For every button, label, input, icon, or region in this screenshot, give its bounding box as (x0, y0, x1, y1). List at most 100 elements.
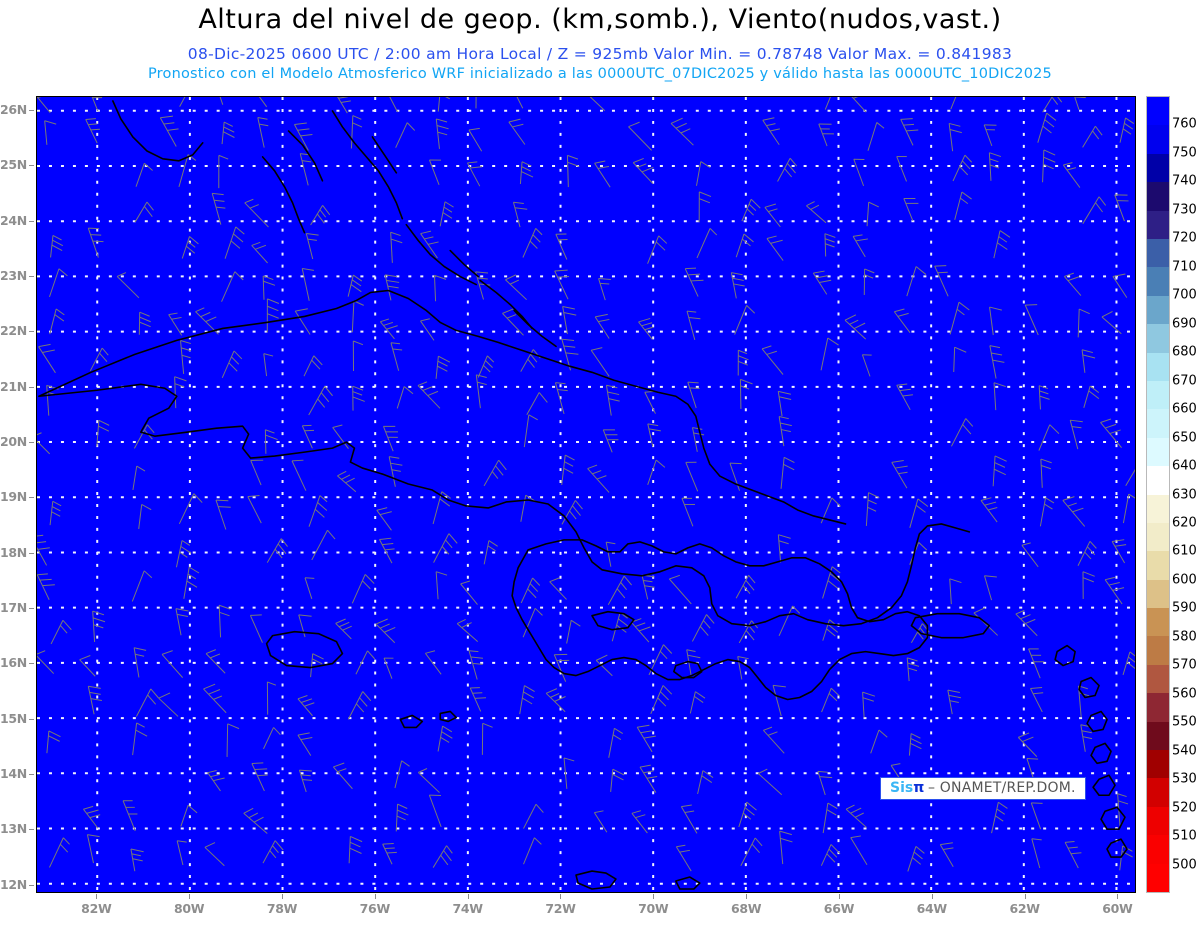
lon-tick-mark (374, 894, 376, 899)
lat-tick-label-26N: 26N (0, 101, 27, 117)
lat-tick-label-22N: 22N (0, 323, 27, 339)
colorbar-tick-610: 610 (1172, 543, 1197, 559)
colorbar-tick-750: 750 (1172, 145, 1197, 161)
logo-sis-text: Sis (890, 780, 914, 796)
colorbar-swatch (1147, 295, 1169, 325)
colorbar-swatch (1147, 324, 1169, 353)
colorbar-swatch (1147, 522, 1169, 552)
lon-tick-mark (746, 894, 748, 899)
colorbar-tick-labels: 500 510 520 530 540 550 560 570 580 590 600 610 620 6… (1172, 96, 1200, 893)
colorbar-swatch (1147, 153, 1169, 183)
colorbar-tick-510: 510 (1172, 828, 1197, 844)
colorbar-tick-680: 680 (1172, 344, 1197, 360)
map-canvas (37, 97, 1135, 892)
lat-tick-mark (29, 386, 34, 388)
colorbar-tick-530: 530 (1172, 771, 1197, 787)
colorbar-swatch (1147, 494, 1169, 523)
colorbar-swatch (1147, 267, 1169, 296)
lat-tick-mark (29, 109, 34, 111)
map-gridlines (37, 97, 1135, 892)
colorbar-tick-660: 660 (1172, 401, 1197, 417)
lon-tick-mark (1117, 894, 1119, 899)
lon-tick-label-66W: 66W (823, 901, 855, 916)
colorbar[interactable] (1146, 96, 1170, 893)
colorbar-swatch (1147, 778, 1169, 807)
lat-tick-label-21N: 21N (0, 378, 27, 394)
lon-tick-label-82W: 82W (81, 901, 112, 916)
lat-tick-label-16N: 16N (0, 655, 27, 671)
colorbar-tick-640: 640 (1172, 458, 1197, 474)
colorbar-swatch (1147, 693, 1169, 722)
lat-tick-mark (29, 829, 34, 831)
colorbar-swatch (1147, 182, 1169, 211)
attribution-logo: Sisπ – ONAMET/REP.DOM. (880, 777, 1086, 801)
lon-tick-mark (467, 894, 469, 899)
colorbar-tick-650: 650 (1172, 430, 1197, 446)
colorbar-swatch (1147, 210, 1169, 240)
lat-tick-mark (29, 497, 34, 499)
lon-tick-mark (931, 894, 933, 899)
lon-tick-label-76W: 76W (359, 901, 391, 916)
colorbar-tick-710: 710 (1172, 259, 1197, 275)
colorbar-tick-600: 600 (1172, 572, 1197, 588)
lon-tick-label-80W: 80W (174, 901, 205, 916)
lon-tick-mark (281, 894, 283, 899)
lat-tick-mark (29, 663, 34, 665)
colorbar-swatch (1147, 239, 1169, 268)
lat-tick-mark (29, 718, 34, 720)
logo-pi-symbol: π (913, 780, 924, 796)
lat-tick-label-20N: 20N (0, 433, 27, 449)
colorbar-swatch (1147, 125, 1169, 154)
lat-tick-mark (29, 275, 34, 277)
lat-tick-label-15N: 15N (0, 710, 27, 726)
lat-tick-label-25N: 25N (0, 157, 27, 173)
lat-tick-label-12N: 12N (0, 876, 27, 892)
colorbar-swatch (1147, 380, 1169, 410)
colorbar-tick-560: 560 (1172, 686, 1197, 702)
lat-tick-mark (29, 220, 34, 222)
colorbar-tick-670: 670 (1172, 373, 1197, 389)
coastline-layer (38, 100, 1128, 890)
colorbar-tick-700: 700 (1172, 287, 1197, 303)
lon-tick-label-64W: 64W (916, 901, 948, 916)
lat-tick-label-13N: 13N (0, 821, 27, 837)
colorbar-tick-690: 690 (1172, 316, 1197, 332)
colorbar-tick-720: 720 (1172, 230, 1197, 246)
lon-tick-mark (96, 894, 98, 899)
colorbar-tick-740: 740 (1172, 173, 1197, 189)
map-plot-area[interactable] (36, 96, 1136, 893)
colorbar-swatch (1147, 579, 1169, 609)
colorbar-tick-580: 580 (1172, 629, 1197, 645)
wind-barb-layer (37, 97, 1135, 872)
lon-tick-label-70W: 70W (638, 901, 669, 916)
lon-tick-mark (189, 894, 191, 899)
colorbar-tick-760: 760 (1172, 116, 1197, 132)
forecast-metadata: 08-Dic-2025 0600 UTC / 2:00 am Hora Loca… (187, 45, 1013, 63)
lon-tick-label-68W: 68W (730, 901, 762, 916)
lat-tick-label-19N: 19N (0, 489, 27, 505)
lon-tick-mark (1024, 894, 1026, 899)
lon-tick-label-74W: 74W (452, 901, 483, 916)
colorbar-swatch (1147, 466, 1169, 495)
lat-tick-mark (29, 774, 34, 775)
lat-tick-mark (29, 552, 34, 554)
colorbar-swatch (1147, 608, 1169, 637)
colorbar-tick-590: 590 (1172, 600, 1197, 616)
colorbar-swatch (1147, 721, 1169, 751)
lon-tick-mark (838, 894, 840, 899)
colorbar-swatch (1147, 636, 1169, 665)
lon-tick-mark (653, 894, 655, 899)
colorbar-swatch (1147, 835, 1169, 864)
colorbar-swatch (1147, 409, 1169, 438)
colorbar-tick-630: 630 (1172, 487, 1197, 502)
colorbar-tick-570: 570 (1172, 657, 1197, 673)
colorbar-swatch (1147, 806, 1169, 836)
colorbar-tick-730: 730 (1172, 202, 1197, 218)
colorbar-swatch (1147, 437, 1169, 467)
colorbar-tick-520: 520 (1172, 800, 1197, 816)
colorbar-swatch (1147, 352, 1169, 381)
page-title: Altura del nivel de geop. (km,somb.), Vi… (198, 4, 1002, 35)
lon-tick-mark (560, 894, 562, 899)
lat-tick-label-23N: 23N (0, 267, 27, 283)
